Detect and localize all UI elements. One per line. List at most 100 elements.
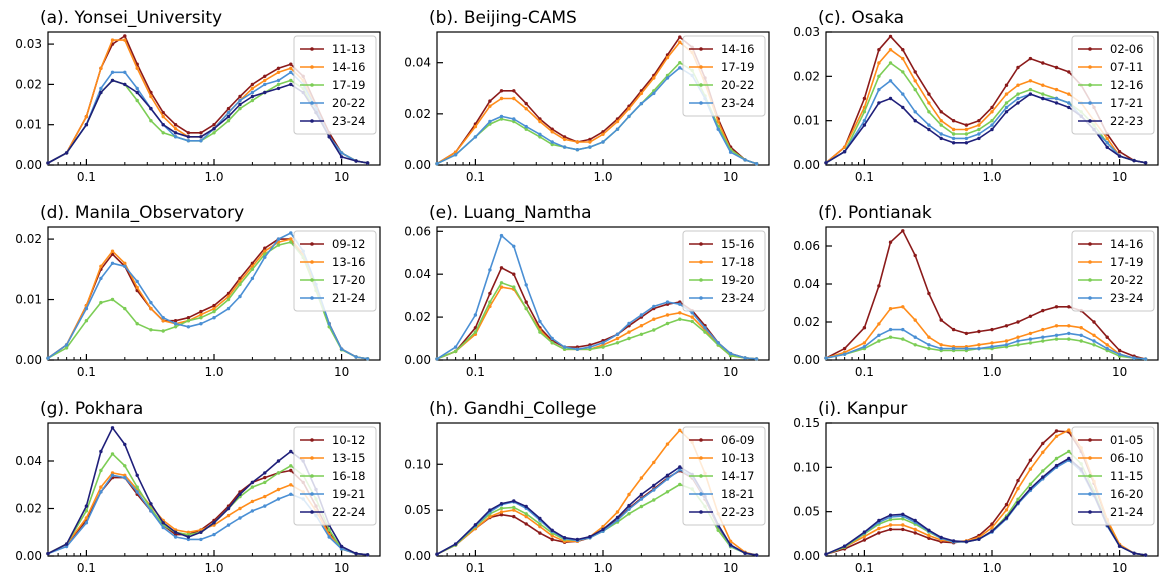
x-tick-label: 0.1 xyxy=(855,365,874,379)
data-point xyxy=(1117,544,1122,548)
x-tick-label: 10 xyxy=(723,561,738,575)
y-tick-label: 0.00 xyxy=(404,549,431,563)
data-point xyxy=(123,82,127,87)
x-tick-label: 10 xyxy=(723,365,738,379)
data-point xyxy=(627,512,631,516)
data-point xyxy=(888,513,893,517)
data-point xyxy=(1117,154,1122,158)
data-point xyxy=(901,229,905,233)
chart-panel-4: (e). Luang_Namtha 0.1 1.0 10 0.00 0.02 0.04 0.0… xyxy=(404,203,770,379)
data-point xyxy=(263,504,267,508)
legend-marker xyxy=(699,260,703,264)
data-point xyxy=(627,114,631,119)
legend-label: 11-15 xyxy=(1110,469,1143,483)
data-point xyxy=(238,98,242,103)
data-point xyxy=(84,516,89,520)
data-point xyxy=(1054,96,1059,101)
data-point xyxy=(1054,463,1059,468)
data-point xyxy=(1143,161,1148,165)
data-point xyxy=(212,303,216,308)
data-point xyxy=(1132,551,1136,555)
data-point xyxy=(1016,320,1020,324)
data-point xyxy=(888,527,893,532)
data-point xyxy=(1067,105,1071,110)
data-point xyxy=(512,285,516,289)
data-point xyxy=(652,91,656,96)
legend-label: 21-24 xyxy=(1110,505,1143,519)
data-point xyxy=(250,509,255,513)
data-point xyxy=(678,61,682,65)
data-point xyxy=(964,540,969,544)
data-point xyxy=(913,87,917,92)
data-point xyxy=(499,114,504,119)
data-point xyxy=(575,537,580,542)
y-tick-label: 0.00 xyxy=(15,158,42,172)
y-tick-label: 0.10 xyxy=(793,460,820,474)
data-point xyxy=(913,79,917,83)
data-point xyxy=(1004,324,1009,328)
data-point xyxy=(473,135,478,139)
data-point xyxy=(263,480,267,485)
y-tick-label: 0.02 xyxy=(15,77,42,91)
data-point xyxy=(110,426,115,430)
data-point xyxy=(99,276,103,281)
data-point xyxy=(652,328,656,332)
data-point xyxy=(939,132,943,136)
data-point xyxy=(639,91,644,96)
legend-marker xyxy=(310,278,314,282)
legend-marker xyxy=(310,242,314,246)
data-point xyxy=(1054,305,1059,309)
data-point xyxy=(550,341,554,345)
data-point xyxy=(46,356,50,360)
data-point xyxy=(499,89,504,93)
data-point xyxy=(652,488,656,492)
data-point xyxy=(728,543,733,547)
data-point xyxy=(1041,83,1045,87)
data-point xyxy=(977,119,981,123)
data-point xyxy=(913,531,917,535)
data-point xyxy=(1067,101,1071,105)
data-point xyxy=(1092,343,1096,347)
data-point xyxy=(678,465,682,469)
data-point xyxy=(615,336,620,341)
legend: 11-13 14-16 17-19 20-22 23-24 xyxy=(293,35,377,135)
data-point xyxy=(951,127,956,132)
data-point xyxy=(524,512,528,516)
data-point xyxy=(365,357,370,361)
data-point xyxy=(888,523,893,527)
data-point xyxy=(161,329,165,333)
legend-label: 13-16 xyxy=(332,255,365,269)
data-point xyxy=(499,281,504,285)
data-point xyxy=(1143,553,1148,557)
data-point xyxy=(289,240,293,244)
data-point xyxy=(716,528,720,532)
data-point xyxy=(1054,65,1059,70)
data-point xyxy=(524,127,528,131)
data-point xyxy=(226,506,231,511)
legend-label: 14-17 xyxy=(721,469,754,483)
data-point xyxy=(289,468,293,473)
data-point xyxy=(652,483,656,488)
data-point xyxy=(990,123,994,127)
data-point xyxy=(951,346,956,351)
data-point xyxy=(862,530,867,534)
data-point xyxy=(1067,428,1071,432)
data-point xyxy=(327,535,331,539)
data-point xyxy=(499,502,504,506)
data-point xyxy=(512,499,516,503)
data-point xyxy=(951,132,956,136)
data-point xyxy=(639,324,644,328)
x-tick-label: 1.0 xyxy=(204,561,223,575)
legend-label: 23-24 xyxy=(332,114,365,128)
data-point xyxy=(588,345,592,349)
data-point xyxy=(1054,333,1059,337)
legend-label: 20-22 xyxy=(332,96,365,110)
data-point xyxy=(289,237,293,241)
data-point xyxy=(927,110,931,114)
data-point xyxy=(901,327,905,332)
data-point xyxy=(888,61,893,65)
legend-marker xyxy=(699,492,703,496)
data-point xyxy=(226,523,231,527)
data-point xyxy=(524,124,528,129)
data-point xyxy=(161,114,165,119)
